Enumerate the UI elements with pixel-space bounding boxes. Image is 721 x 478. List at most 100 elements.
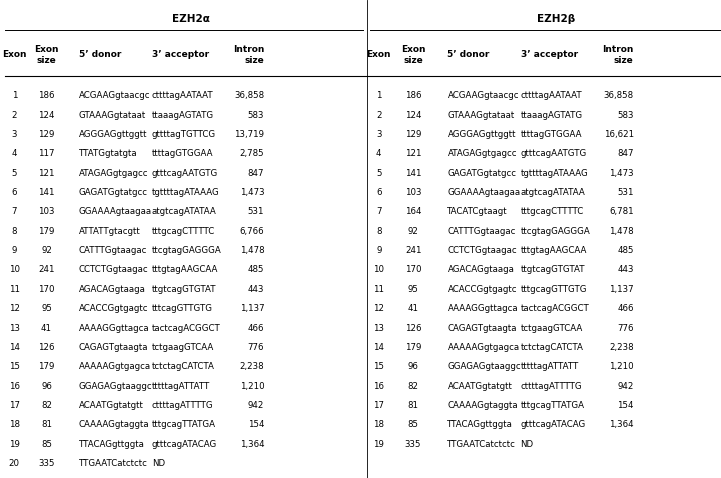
Text: 847: 847 xyxy=(248,169,264,178)
Text: 103: 103 xyxy=(405,188,421,197)
Text: gtttcagAATGTG: gtttcagAATGTG xyxy=(151,169,218,178)
Text: 6: 6 xyxy=(12,188,17,197)
Text: 2: 2 xyxy=(12,110,17,120)
Text: 19: 19 xyxy=(373,440,384,449)
Text: Exon: Exon xyxy=(2,51,27,59)
Text: 5: 5 xyxy=(12,169,17,178)
Text: 14: 14 xyxy=(373,343,384,352)
Text: 583: 583 xyxy=(248,110,264,120)
Text: 8: 8 xyxy=(12,227,17,236)
Text: 170: 170 xyxy=(405,265,421,274)
Text: AGGGAGgttggtt: AGGGAGgttggtt xyxy=(448,130,516,139)
Text: GAGATGgtatgcc: GAGATGgtatgcc xyxy=(448,169,516,178)
Text: 5: 5 xyxy=(376,169,381,178)
Text: GGAAAAgtaagaa: GGAAAAgtaagaa xyxy=(448,188,521,197)
Text: GTAAAGgtataat: GTAAAGgtataat xyxy=(79,110,146,120)
Text: tctgaagGTCAA: tctgaagGTCAA xyxy=(521,324,583,333)
Text: EZH2α: EZH2α xyxy=(172,14,210,24)
Text: CATTTGgtaagac: CATTTGgtaagac xyxy=(79,246,147,255)
Text: Intron
size: Intron size xyxy=(233,45,264,65)
Text: 776: 776 xyxy=(617,324,634,333)
Text: Intron
size: Intron size xyxy=(602,45,634,65)
Text: AAAAAGgtgagca: AAAAAGgtgagca xyxy=(448,343,520,352)
Text: TTACAGgttggta: TTACAGgttggta xyxy=(448,420,513,429)
Text: 126: 126 xyxy=(405,324,421,333)
Text: 141: 141 xyxy=(405,169,421,178)
Text: 85: 85 xyxy=(407,420,419,429)
Text: CAAAAGgtaggta: CAAAAGgtaggta xyxy=(448,401,518,410)
Text: 129: 129 xyxy=(38,130,55,139)
Text: 335: 335 xyxy=(405,440,421,449)
Text: ttgtcagGTGTAT: ttgtcagGTGTAT xyxy=(151,285,216,294)
Text: 18: 18 xyxy=(9,420,19,429)
Text: 1,137: 1,137 xyxy=(239,304,264,313)
Text: 466: 466 xyxy=(617,304,634,313)
Text: ACACCGgtgagtc: ACACCGgtgagtc xyxy=(79,304,149,313)
Text: 942: 942 xyxy=(248,401,264,410)
Text: 6: 6 xyxy=(376,188,381,197)
Text: GGAAAAgtaagaa: GGAAAAgtaagaa xyxy=(79,207,152,217)
Text: 17: 17 xyxy=(9,401,19,410)
Text: 164: 164 xyxy=(405,207,421,217)
Text: 19: 19 xyxy=(9,440,19,449)
Text: 847: 847 xyxy=(617,149,634,158)
Text: tttgcagGTTGTG: tttgcagGTTGTG xyxy=(521,285,587,294)
Text: 6,781: 6,781 xyxy=(609,207,634,217)
Text: atgtcagATATAA: atgtcagATATAA xyxy=(151,207,216,217)
Text: 121: 121 xyxy=(38,169,55,178)
Text: CAGAGTgtaagta: CAGAGTgtaagta xyxy=(79,343,149,352)
Text: 1,473: 1,473 xyxy=(609,169,634,178)
Text: 9: 9 xyxy=(376,246,381,255)
Text: 6,766: 6,766 xyxy=(239,227,264,236)
Text: 16,621: 16,621 xyxy=(603,130,634,139)
Text: GGAGAGgtaaggc: GGAGAGgtaaggc xyxy=(79,381,152,391)
Text: 92: 92 xyxy=(41,246,52,255)
Text: 2,238: 2,238 xyxy=(609,343,634,352)
Text: 129: 129 xyxy=(405,130,421,139)
Text: 16: 16 xyxy=(373,381,384,391)
Text: 121: 121 xyxy=(405,149,421,158)
Text: 41: 41 xyxy=(41,324,52,333)
Text: 1: 1 xyxy=(376,91,381,100)
Text: AGGGAGgttggtt: AGGGAGgttggtt xyxy=(79,130,147,139)
Text: 170: 170 xyxy=(38,285,55,294)
Text: cttttagATTTTG: cttttagATTTTG xyxy=(151,401,213,410)
Text: 531: 531 xyxy=(617,188,634,197)
Text: 1,364: 1,364 xyxy=(239,440,264,449)
Text: tttttagATTATT: tttttagATTATT xyxy=(151,381,210,391)
Text: tttgcagTTATGA: tttgcagTTATGA xyxy=(151,420,216,429)
Text: 12: 12 xyxy=(9,304,19,313)
Text: ATTATTgtacgtt: ATTATTgtacgtt xyxy=(79,227,141,236)
Text: 103: 103 xyxy=(38,207,55,217)
Text: 7: 7 xyxy=(12,207,17,217)
Text: 3’ acceptor: 3’ acceptor xyxy=(151,51,209,59)
Text: 13,719: 13,719 xyxy=(234,130,264,139)
Text: 14: 14 xyxy=(9,343,19,352)
Text: 4: 4 xyxy=(376,149,381,158)
Text: 154: 154 xyxy=(248,420,264,429)
Text: tttgtagAAGCAA: tttgtagAAGCAA xyxy=(521,246,587,255)
Text: 443: 443 xyxy=(248,285,264,294)
Text: GGAGAGgtaaggc: GGAGAGgtaaggc xyxy=(448,362,521,371)
Text: ACAATGgtatgtt: ACAATGgtatgtt xyxy=(448,381,513,391)
Text: 96: 96 xyxy=(41,381,52,391)
Text: tttgcagCTTTTC: tttgcagCTTTTC xyxy=(521,207,584,217)
Text: 485: 485 xyxy=(617,246,634,255)
Text: ttttagGTGGAA: ttttagGTGGAA xyxy=(521,130,582,139)
Text: 95: 95 xyxy=(41,304,52,313)
Text: TTACAGgttggta: TTACAGgttggta xyxy=(79,440,145,449)
Text: tttcagGTTGTG: tttcagGTTGTG xyxy=(151,304,213,313)
Text: 20: 20 xyxy=(9,459,19,468)
Text: 1,473: 1,473 xyxy=(239,188,264,197)
Text: 11: 11 xyxy=(373,285,384,294)
Text: 186: 186 xyxy=(405,91,421,100)
Text: 16: 16 xyxy=(9,381,19,391)
Text: 4: 4 xyxy=(12,149,17,158)
Text: 10: 10 xyxy=(373,265,384,274)
Text: 117: 117 xyxy=(38,149,55,158)
Text: 85: 85 xyxy=(41,440,52,449)
Text: gttttagTGTTCG: gttttagTGTTCG xyxy=(151,130,216,139)
Text: 18: 18 xyxy=(373,420,384,429)
Text: CCTCTGgtaagac: CCTCTGgtaagac xyxy=(79,265,149,274)
Text: ttgtcagGTGTAT: ttgtcagGTGTAT xyxy=(521,265,585,274)
